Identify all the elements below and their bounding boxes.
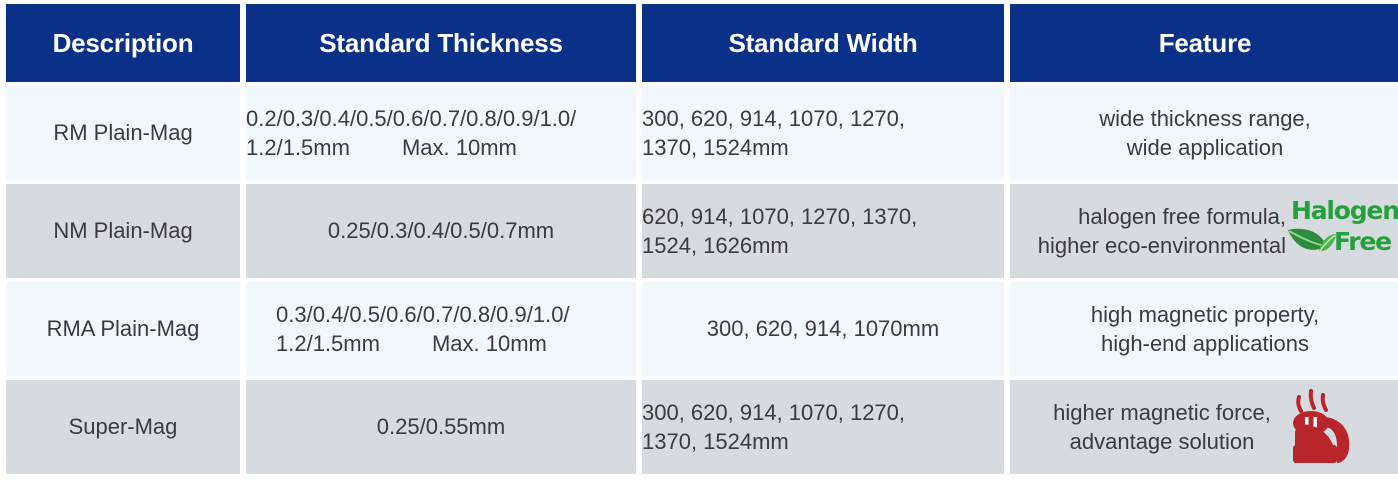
feature-content: higher magnetic force, advantage solutio… [1010, 380, 1398, 474]
muscle-arm-svg [1292, 389, 1350, 463]
feature-text: halogen free formula, higher eco-environ… [1037, 203, 1286, 258]
cell-standard-width: 300, 620, 914, 1070mm [642, 282, 1004, 376]
thickness-max-note: Max. 10mm [431, 331, 547, 356]
magnetic-muscle-arm-icon [1281, 383, 1357, 471]
header-row: Description Standard Thickness Standard … [6, 4, 1398, 82]
table-row: RM Plain-Mag 0.2/0.3/0.4/0.5/0.6/0.7/0.8… [6, 86, 1398, 180]
cell-feature: halogen free formula, higher eco-environ… [1010, 184, 1398, 278]
feature-text: wide thickness range, wide application [1099, 105, 1311, 160]
product-specification-table: Description Standard Thickness Standard … [6, 4, 1398, 474]
feature-text: higher magnetic force, advantage solutio… [1053, 399, 1271, 454]
cell-feature: high magnetic property, high-end applica… [1010, 282, 1398, 376]
column-header-standard-thickness: Standard Thickness [246, 4, 636, 82]
cell-standard-width: 620, 914, 1070, 1270, 1370, 1524, 1626mm [642, 184, 1004, 278]
cell-feature: higher magnetic force, advantage solutio… [1010, 380, 1398, 474]
thickness-max-note: Max. 10mm [401, 135, 517, 160]
cell-description: RMA Plain-Mag [6, 282, 240, 376]
cell-standard-width: 300, 620, 914, 1070, 1270, 1370, 1524mm [642, 380, 1004, 474]
leaf-icon [1288, 228, 1336, 252]
thickness-line-2: 1.2/1.5mm [276, 331, 380, 356]
feature-text: high magnetic property, high-end applica… [1090, 301, 1320, 356]
cell-feature: wide thickness range, wide application [1010, 86, 1398, 180]
cell-description: NM Plain-Mag [6, 184, 240, 278]
halogen-free-logo: Halogen Free [1286, 196, 1398, 266]
cell-standard-thickness: 0.25/0.55mm [246, 380, 636, 474]
halogen-logo-text-top: Halogen [1291, 196, 1398, 225]
cell-standard-thickness: 0.3/0.4/0.5/0.6/0.7/0.8/0.9/1.0/1.2/1.5m… [246, 282, 636, 376]
table-row: NM Plain-Mag 0.25/0.3/0.4/0.5/0.7mm 620,… [6, 184, 1398, 278]
feature-content: wide thickness range, wide application [1010, 86, 1398, 180]
thickness-line-1: 0.3/0.4/0.5/0.6/0.7/0.8/0.9/1.0/ [276, 301, 570, 327]
cell-description: RM Plain-Mag [6, 86, 240, 180]
table-row: Super-Mag 0.25/0.55mm 300, 620, 914, 107… [6, 380, 1398, 474]
cell-standard-thickness: 0.25/0.3/0.4/0.5/0.7mm [246, 184, 636, 278]
table-body: RM Plain-Mag 0.2/0.3/0.4/0.5/0.6/0.7/0.8… [6, 86, 1398, 474]
column-header-description: Description [6, 4, 240, 82]
cell-standard-width: 300, 620, 914, 1070, 1270, 1370, 1524mm [642, 86, 1004, 180]
table-header: Description Standard Thickness Standard … [6, 4, 1398, 82]
cell-description: Super-Mag [6, 380, 240, 474]
feature-content: high magnetic property, high-end applica… [1010, 282, 1398, 376]
column-header-feature: Feature [1010, 4, 1398, 82]
thickness-line-2: 1.2/1.5mm [246, 135, 350, 160]
halogen-logo-text-bottom: Free [1334, 227, 1392, 256]
thickness-line-1: 0.2/0.3/0.4/0.5/0.6/0.7/0.8/0.9/1.0/ [246, 105, 577, 131]
column-header-standard-width: Standard Width [642, 4, 1004, 82]
feature-content: halogen free formula, higher eco-environ… [1010, 184, 1398, 278]
cell-standard-thickness: 0.2/0.3/0.4/0.5/0.6/0.7/0.8/0.9/1.0/1.2/… [246, 86, 636, 180]
table-row: RMA Plain-Mag 0.3/0.4/0.5/0.6/0.7/0.8/0.… [6, 282, 1398, 376]
